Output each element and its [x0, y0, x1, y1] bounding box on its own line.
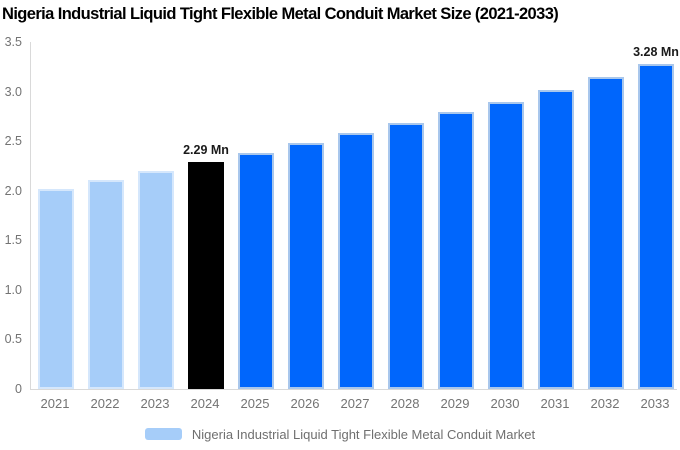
x-axis-label-2033: 2033 [640, 396, 670, 411]
x-axis-label-2023: 2023 [140, 396, 170, 411]
bar-2029[interactable] [438, 112, 474, 389]
bar-2030[interactable] [488, 101, 524, 389]
bar-2026[interactable] [288, 143, 324, 389]
x-axis-label-2026: 2026 [290, 396, 320, 411]
bar-2033[interactable] [638, 63, 674, 389]
bar-2024[interactable] [188, 161, 224, 389]
bar-2022[interactable] [88, 179, 124, 389]
y-axis-label-3.0: 3.0 [4, 84, 22, 99]
y-axis-label-3.5: 3.5 [4, 35, 22, 49]
y-axis-label-0: 0 [15, 382, 22, 396]
y-axis-label-1.0: 1.0 [4, 282, 22, 297]
x-axis-label-2030: 2030 [490, 396, 520, 411]
y-axis-label-2.0: 2.0 [4, 183, 22, 198]
bar-value-label-2033: 3.28 Mn [633, 44, 679, 59]
bar-2032[interactable] [588, 76, 624, 389]
plot-area: 2.29 Mn 3.28 Mn [30, 42, 679, 390]
x-axis-label-2029: 2029 [440, 396, 470, 411]
y-axis-label-2.5: 2.5 [4, 134, 22, 149]
x-axis-label-2032: 2032 [590, 396, 620, 411]
bar-2021[interactable] [38, 188, 74, 389]
bar-2025[interactable] [238, 153, 274, 389]
y-axis-label-0.5: 0.5 [4, 332, 22, 347]
x-axis-label-2021: 2021 [40, 396, 70, 411]
legend-swatch[interactable] [144, 428, 182, 440]
bar-2028[interactable] [388, 123, 424, 389]
bar-value-label-2024: 2.29 Mn [183, 142, 229, 157]
x-axis-label-2031: 2031 [540, 396, 570, 411]
x-axis-label-2027: 2027 [340, 396, 370, 411]
legend: Nigeria Industrial Liquid Tight Flexible… [0, 425, 680, 443]
legend-label[interactable]: Nigeria Industrial Liquid Tight Flexible… [191, 426, 536, 442]
bar-2031[interactable] [538, 89, 574, 389]
bar-2023[interactable] [138, 170, 174, 389]
x-axis-label-2024: 2024 [190, 396, 220, 411]
x-axis-label-2022: 2022 [90, 396, 120, 411]
bar-2027[interactable] [338, 133, 374, 389]
y-axis-label-1.5: 1.5 [4, 233, 22, 248]
x-axis-label-2028: 2028 [390, 396, 420, 411]
x-axis-label-2025: 2025 [240, 396, 270, 411]
chart-title: Nigeria Industrial Liquid Tight Flexible… [2, 5, 559, 23]
